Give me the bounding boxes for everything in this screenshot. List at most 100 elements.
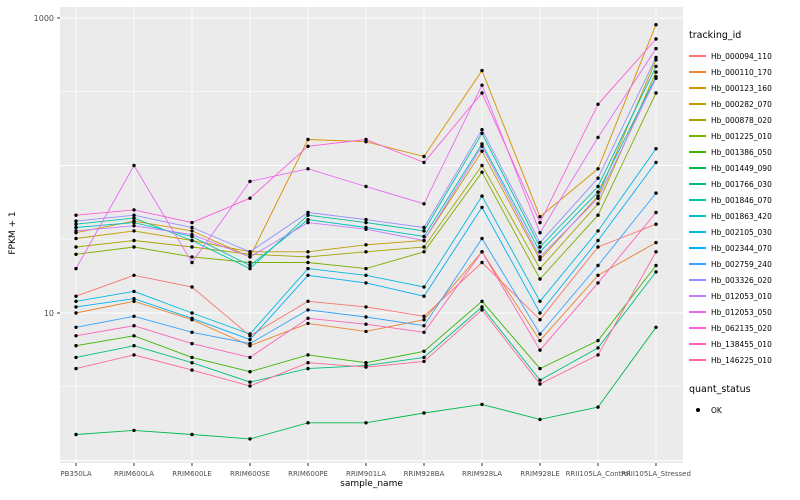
data-point: [596, 202, 600, 206]
data-point: [364, 315, 368, 319]
x-tick-label: RRIM928BA: [404, 470, 445, 478]
legend-item-quant-status: OK: [689, 402, 799, 418]
legend-item: Hb_138455_010: [689, 336, 799, 352]
x-tick-label: RRIM928LA: [462, 470, 502, 478]
legend-item: Hb_001863_420: [689, 208, 799, 224]
data-point: [480, 68, 484, 73]
data-point: [596, 229, 600, 233]
legend-key-line: [689, 311, 706, 313]
data-point: [248, 255, 252, 259]
data-point: [364, 217, 368, 222]
legend-item-label: Hb_138455_010: [711, 339, 772, 349]
legend-item: Hb_000878_020: [689, 112, 799, 128]
data-point: [480, 83, 484, 87]
data-point: [74, 219, 78, 223]
data-point: [364, 305, 368, 309]
data-point: [132, 289, 136, 294]
data-point: [654, 64, 658, 69]
data-point: [596, 135, 600, 140]
legend-key-point: [696, 408, 700, 412]
data-point: [74, 236, 78, 241]
data-point: [190, 245, 194, 249]
data-point: [596, 176, 600, 180]
legend-key-line: [689, 343, 706, 345]
data-point: [132, 245, 136, 249]
legend-key-line: [689, 199, 706, 201]
data-point: [74, 325, 78, 329]
data-point: [538, 245, 542, 249]
data-point: [364, 184, 368, 189]
data-point: [654, 240, 658, 245]
data-point: [364, 281, 368, 285]
data-point: [480, 131, 484, 136]
legend-item: Hb_012053_010: [689, 288, 799, 304]
data-point: [248, 380, 252, 384]
data-point: [248, 179, 252, 184]
data-point: [364, 322, 368, 326]
data-point: [364, 266, 368, 271]
data-point: [190, 260, 194, 265]
panel-background: [60, 7, 683, 463]
data-point: [480, 260, 484, 265]
legend-key-line: [689, 295, 706, 297]
data-point: [654, 250, 658, 254]
x-tick-label: RRII105LA_Stressed: [621, 470, 691, 478]
legend-item-label: Hb_001449_090: [711, 163, 772, 173]
data-point: [306, 217, 310, 222]
data-point: [654, 76, 658, 81]
data-point: [538, 378, 542, 382]
data-point: [654, 263, 658, 268]
data-point: [132, 213, 136, 217]
data-point: [422, 359, 426, 364]
data-point: [248, 370, 252, 374]
data-point: [306, 353, 310, 357]
data-point: [654, 55, 658, 60]
data-point: [422, 229, 426, 233]
data-point: [480, 305, 484, 309]
data-point: [306, 260, 310, 265]
legend-item: Hb_001449_090: [689, 160, 799, 176]
data-point: [248, 250, 252, 254]
data-point: [480, 128, 484, 132]
data-point: [248, 355, 252, 360]
data-point: [190, 432, 194, 437]
data-point: [132, 229, 136, 233]
legend-item: Hb_001766_030: [689, 176, 799, 192]
data-point: [190, 225, 194, 230]
data-point: [422, 330, 426, 334]
data-point: [422, 160, 426, 165]
y-tick-label: 1000: [34, 14, 54, 23]
legend-key-line: [689, 71, 706, 73]
data-point: [538, 348, 542, 352]
data-point: [364, 227, 368, 231]
legend-items-tracking-id: Hb_000094_110 Hb_000110_170 Hb_000123_160 H…: [689, 48, 799, 368]
data-point: [306, 210, 310, 215]
legend-key-line: [689, 55, 706, 57]
legend-item-label: Hb_002105_030: [711, 227, 772, 237]
legend-item: Hb_012053_050: [689, 304, 799, 320]
data-point: [74, 366, 78, 371]
data-point: [248, 337, 252, 342]
data-point: [132, 216, 136, 220]
data-point: [190, 361, 194, 365]
legend-item-label: Hb_001225_010: [711, 131, 772, 141]
data-point: [596, 184, 600, 189]
data-point: [74, 294, 78, 298]
data-point: [190, 220, 194, 225]
legend-item-label: Hb_001863_420: [711, 211, 772, 221]
data-point: [654, 70, 658, 74]
data-point: [306, 321, 310, 326]
data-point: [306, 421, 310, 425]
x-tick-label: RRII105LA_Control: [566, 470, 631, 478]
data-point: [306, 316, 310, 320]
legend-item-label: Hb_000094_110: [711, 51, 772, 61]
data-point: [306, 250, 310, 254]
data-point: [190, 238, 194, 243]
data-point: [480, 163, 484, 168]
data-point: [480, 194, 484, 198]
data-point: [596, 263, 600, 268]
data-point: [596, 238, 600, 243]
legend-item: Hb_001846_070: [689, 192, 799, 208]
legend-item-label: Hb_003326_020: [711, 275, 772, 285]
legend-item-label: Hb_000110_170: [711, 67, 772, 77]
